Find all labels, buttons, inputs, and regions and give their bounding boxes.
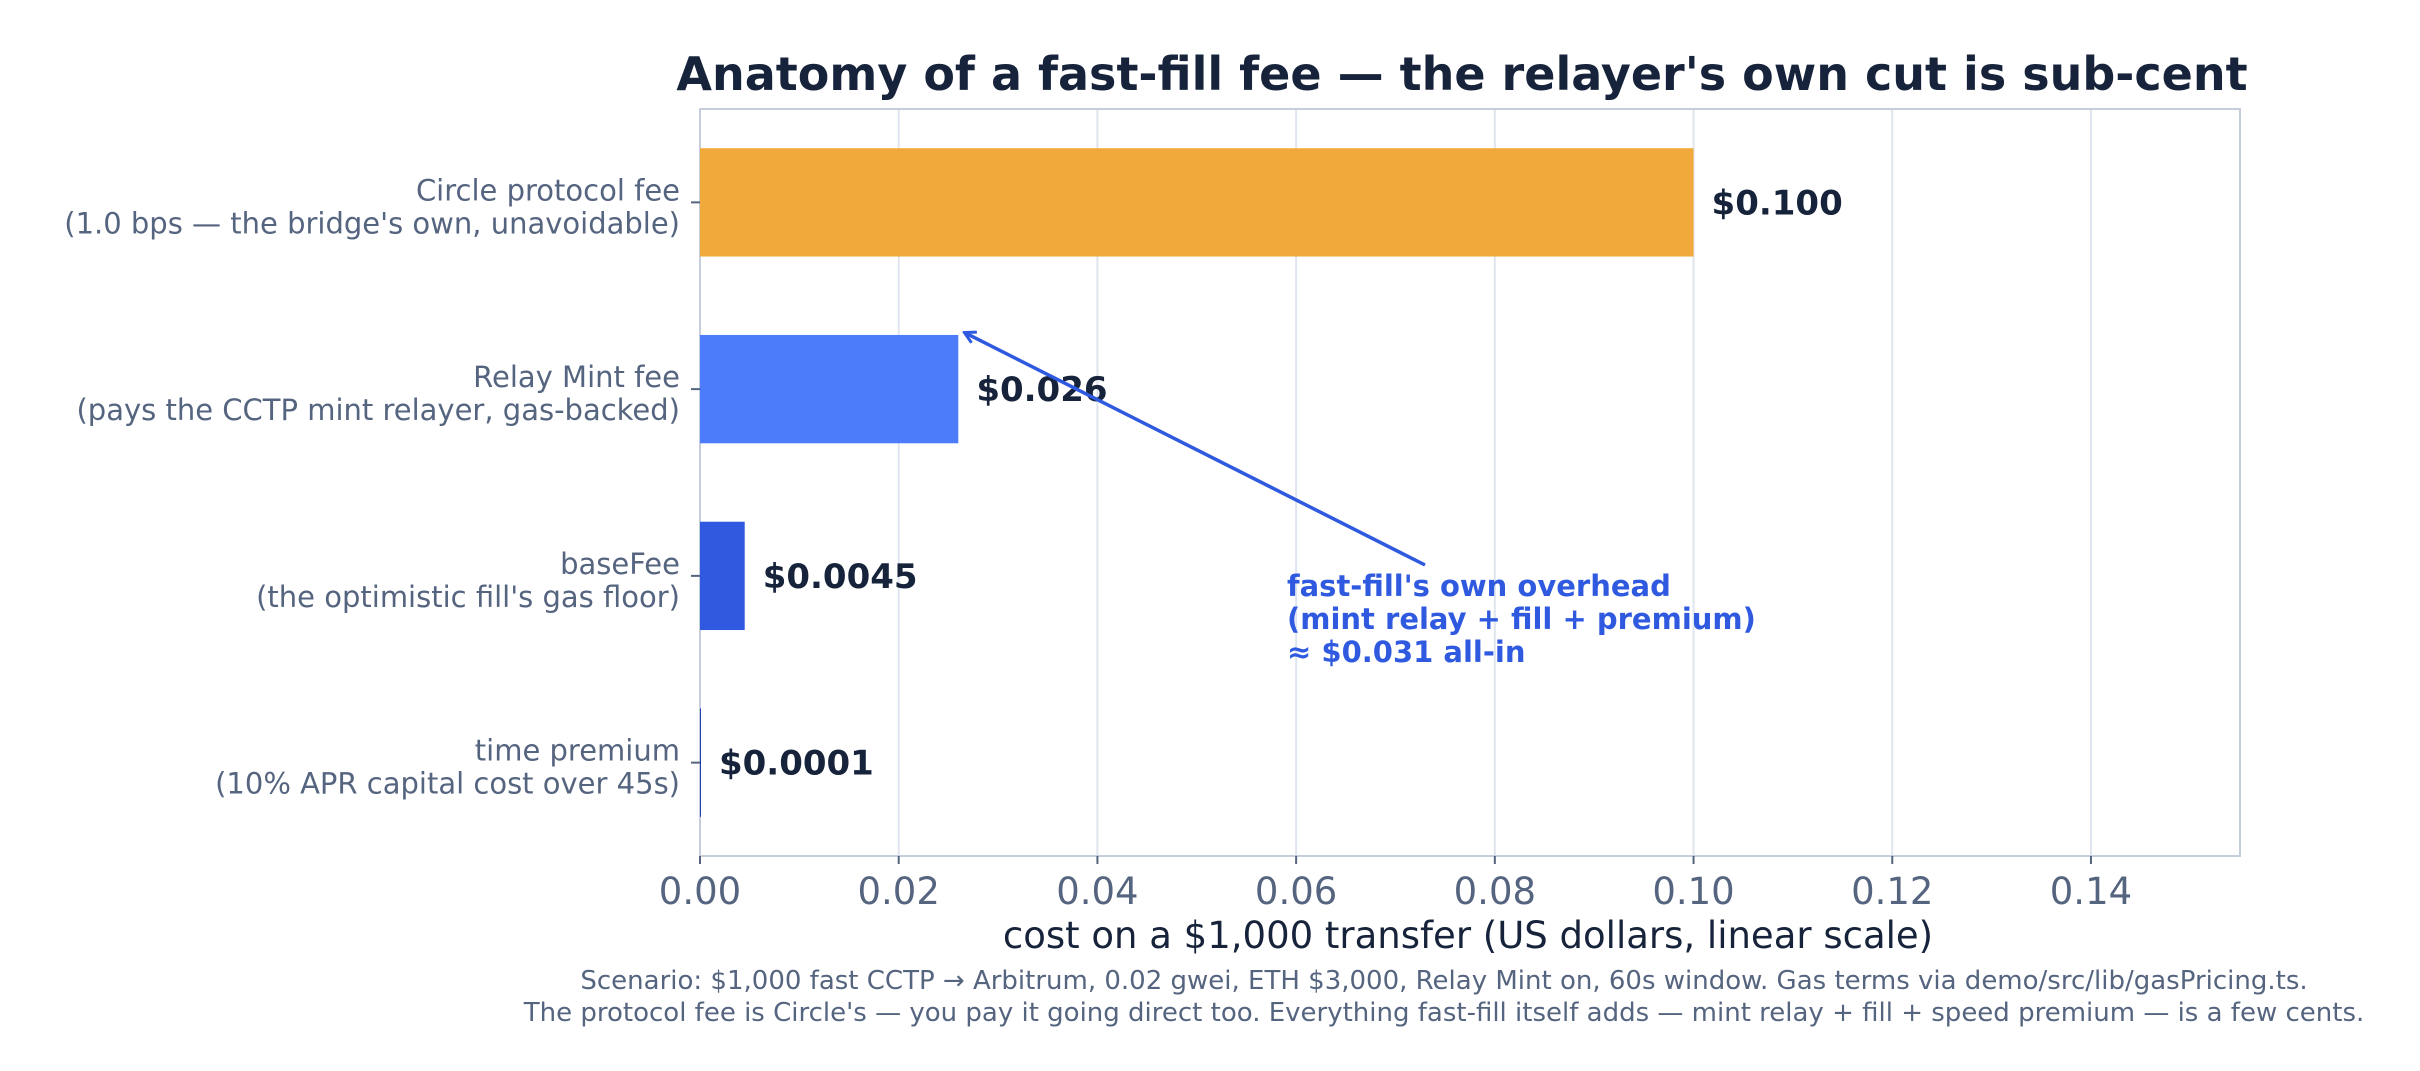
- bar: [700, 148, 1694, 257]
- category-label-line1: Relay Mint fee: [473, 360, 680, 394]
- bar-value-label: $0.100: [1712, 183, 1843, 223]
- bar: [700, 708, 701, 817]
- bar-value-label: $0.0045: [763, 557, 918, 597]
- x-tick-label: 0.06: [1255, 870, 1337, 913]
- category-labels: Circle protocol fee(1.0 bps — the bridge…: [64, 173, 700, 801]
- x-tick-label: 0.10: [1652, 870, 1734, 913]
- x-tick-label: 0.14: [2050, 870, 2132, 913]
- category-label-line2: (pays the CCTP mint relayer, gas-backed): [76, 393, 680, 427]
- annotation: fast-fill's own overhead (mint relay + f…: [965, 333, 1756, 669]
- x-tick-label: 0.00: [659, 870, 741, 913]
- bars: $0.100 $0.026 $0.0045 $0.0001: [700, 148, 1843, 817]
- x-tick-label: 0.08: [1454, 870, 1536, 913]
- category-label-line1: baseFee: [560, 547, 680, 581]
- x-axis-label: cost on a $1,000 transfer (US dollars, l…: [1003, 914, 1933, 957]
- category-label-line2: (1.0 bps — the bridge's own, unavoidable…: [64, 206, 680, 240]
- category-label-line1: Circle protocol fee: [416, 173, 680, 207]
- chart-title: Anatomy of a fast-fill fee — the relayer…: [676, 47, 2247, 101]
- bar: [700, 334, 959, 444]
- annotation-line3: ≈ $0.031 all-in: [1287, 635, 1525, 669]
- category-label-line1: time premium: [475, 734, 680, 768]
- footnote-line1: Scenario: $1,000 fast CCTP → Arbitrum, 0…: [580, 966, 2307, 996]
- x-tick-label: 0.04: [1056, 870, 1138, 913]
- category-label-line2: (10% APR capital cost over 45s): [215, 767, 680, 801]
- x-tick-label: 0.12: [1851, 870, 1933, 913]
- annotation-line2: (mint relay + fill + premium): [1287, 602, 1756, 636]
- annotation-line1: fast-fill's own overhead: [1287, 569, 1671, 603]
- annotation-arrow: [965, 333, 1426, 567]
- footnote-line2: The protocol fee is Circle's — you pay i…: [523, 998, 2365, 1028]
- plot-frame: [699, 108, 2241, 857]
- bar-value-label: $0.026: [976, 370, 1107, 410]
- x-tick-label: 0.02: [858, 870, 940, 913]
- x-axis-ticks: 0.00 0.02 0.04 0.06 0.08 0.10 0.12 0.14: [659, 856, 2132, 913]
- bar-value-label: $0.0001: [719, 744, 874, 784]
- category-label-line2: (the optimistic fill's gas floor): [256, 580, 680, 614]
- bar: [700, 521, 745, 631]
